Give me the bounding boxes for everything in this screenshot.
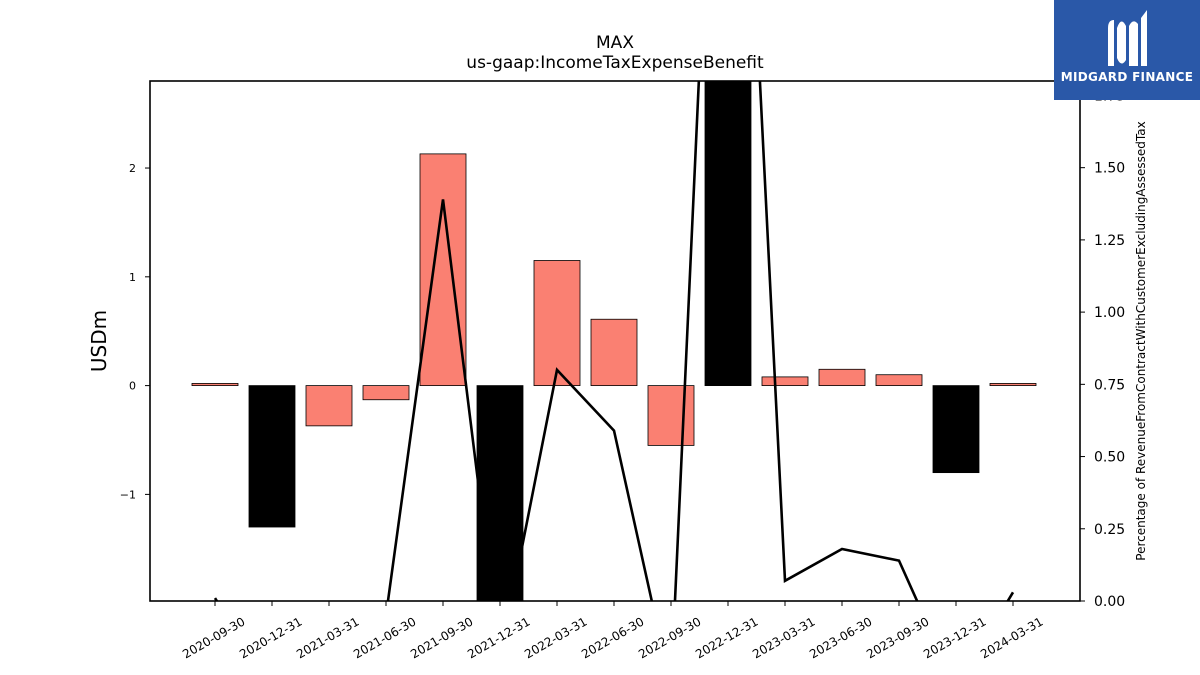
chart-subtitle: us-gaap:IncomeTaxExpenseBenefit (466, 53, 764, 73)
right-tick-label: 0.25 (1094, 522, 1125, 538)
logo-text: MIDGARD FINANCE (1060, 70, 1194, 84)
bar-2022-03-31 (533, 260, 581, 387)
right-ticks: 0.000.250.500.751.001.251.501.75 (1080, 88, 1125, 610)
x-tick-label: 2023-03-31 (750, 614, 817, 661)
x-ticks: 2020-09-302020-12-312021-03-312021-06-30… (180, 601, 1046, 661)
right-tick-label: 1.25 (1094, 233, 1125, 249)
x-tick-label: 2024-03-31 (978, 614, 1045, 661)
bar-2022-06-30 (590, 318, 638, 387)
y2-axis-label: Percentage of RevenueFromContractWithCus… (1134, 121, 1148, 560)
left-tick-label: −1 (120, 488, 136, 501)
x-tick-label: 2023-06-30 (807, 614, 874, 661)
plot-frame (149, 80, 1081, 602)
logo-mark-icon (1108, 10, 1147, 66)
x-tick-label: 2020-12-31 (237, 614, 304, 661)
ratio-line (213, 81, 1015, 601)
bar-2021-12-31 (476, 385, 524, 601)
x-tick-label: 2021-06-30 (351, 614, 418, 661)
brand-logo: MIDGARD FINANCE (1054, 0, 1200, 100)
left-tick-label: 0 (129, 380, 136, 393)
bar-2023-09-30 (875, 374, 923, 387)
right-tick-label: 1.00 (1094, 305, 1125, 321)
bar-2020-12-31 (248, 385, 296, 528)
x-tick-label: 2022-09-30 (636, 614, 703, 661)
bar-2022-12-31 (704, 81, 752, 387)
bar-2024-03-31 (989, 383, 1037, 387)
bar-2020-09-30 (191, 383, 239, 387)
chart-title: MAX (596, 33, 634, 53)
x-tick-label: 2022-06-30 (579, 614, 646, 661)
bar-2021-06-30 (362, 385, 410, 401)
left-tick-label: 1 (129, 271, 136, 284)
bar-2021-09-30 (419, 153, 467, 387)
left-tick-label: 2 (129, 162, 136, 175)
x-tick-label: 2022-03-31 (522, 614, 589, 661)
x-tick-label: 2021-09-30 (408, 614, 475, 661)
right-tick-label: 0.75 (1094, 377, 1125, 393)
x-tick-label: 2021-03-31 (294, 614, 361, 661)
right-tick-label: 0.50 (1094, 450, 1125, 466)
y-axis-label: USDm (87, 310, 111, 372)
x-tick-label: 2020-09-30 (180, 614, 247, 661)
x-tick-label: 2023-09-30 (864, 614, 931, 661)
x-tick-label: 2023-12-31 (921, 614, 988, 661)
bar-2022-09-30 (647, 385, 695, 446)
bar-2021-03-31 (305, 385, 353, 427)
right-tick-label: 0.00 (1094, 594, 1125, 610)
bar-2023-06-30 (818, 368, 866, 387)
bar-2023-03-31 (761, 376, 809, 387)
x-tick-label: 2022-12-31 (693, 614, 760, 661)
bars-layer (191, 81, 1037, 601)
bar-2023-12-31 (932, 385, 980, 474)
left-ticks: −1 0 1 2 (120, 162, 150, 501)
right-tick-label: 1.50 (1094, 161, 1125, 177)
x-tick-label: 2021-12-31 (465, 614, 532, 661)
line-layer (213, 81, 1015, 601)
